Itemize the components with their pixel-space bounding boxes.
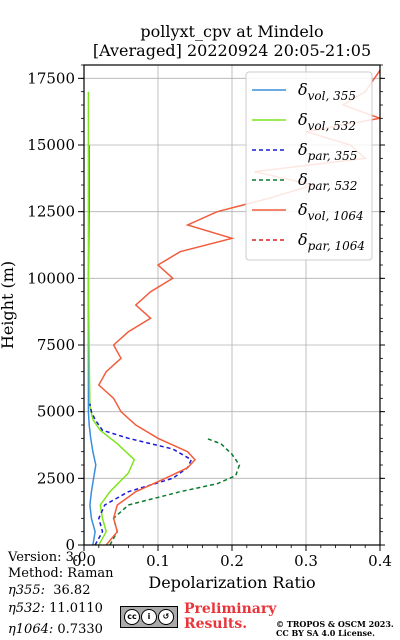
- series-line-vol_532: [87, 91, 136, 545]
- eta532-value: 11.0110: [49, 601, 103, 616]
- legend-label-par_1064: δpar, 1064: [298, 230, 365, 253]
- eta355-label: η355:: [8, 583, 45, 598]
- legend-label-vol_355: δvol, 355: [298, 80, 356, 103]
- y-tick-label: 5000: [37, 403, 75, 421]
- eta355-row: η355: 36.82: [8, 583, 90, 599]
- preliminary-notice: Preliminary Results.: [184, 602, 276, 632]
- legend-label-vol_1064: δvol, 1064: [298, 200, 364, 223]
- legend-label-par_532: δpar, 532: [298, 170, 357, 193]
- copyright-notice: © TROPOS & OSCM 2023. CC BY SA 4.0 Licen…: [276, 620, 394, 638]
- copyright-line2: CC BY SA 4.0 License.: [276, 628, 375, 638]
- chart-title: pollyxt_cpv at Mindelo: [140, 22, 324, 41]
- legend-label-par_355: δpar, 355: [298, 140, 357, 163]
- eta1064-label: η1064:: [8, 622, 54, 637]
- series-line-par_355: [89, 403, 193, 545]
- y-tick-label: 15000: [27, 136, 75, 154]
- y-tick-label: 10000: [27, 269, 75, 287]
- legend: δvol, 355 δvol, 532 δpar, 355 δpar, 532 δvol…: [245, 71, 373, 261]
- x-tick-label: 0.1: [146, 552, 170, 570]
- cc-license-badge: cc i ↺: [120, 606, 178, 628]
- eta355-value: 36.82: [53, 583, 91, 598]
- eta532-label: η532:: [8, 601, 45, 616]
- x-tick-label: 0.4: [368, 552, 392, 570]
- copyright-line1: © TROPOS & OSCM 2023.: [276, 619, 394, 629]
- method-text: Method: Raman: [8, 566, 114, 581]
- version-text: Version: 3.0: [8, 550, 87, 565]
- eta1064-row: η1064: 0.7330: [8, 622, 103, 638]
- x-tick-label: 0.3: [294, 552, 318, 570]
- y-tick-label: 7500: [37, 336, 75, 354]
- y-tick-label: 17500: [27, 69, 75, 87]
- preliminary-line2: Results.: [184, 616, 248, 632]
- chart-subtitle: [Averaged] 20220924 20:05-21:05: [92, 41, 372, 60]
- x-tick-label: 0.0: [72, 552, 96, 570]
- axis-ticks: 0.0 0.1 0.2 0.3 0.4 0 2500 5000 7500 10000 12500 15…: [27, 64, 392, 570]
- preliminary-line1: Preliminary: [184, 601, 277, 617]
- eta532-row: η532: 11.0110: [8, 601, 103, 617]
- sa-icon: ↺: [158, 609, 174, 625]
- x-tick-label: 0.2: [220, 552, 244, 570]
- cc-icon: cc: [124, 609, 140, 625]
- x-axis-label: Depolarization Ratio: [148, 573, 315, 592]
- y-tick-label: 2500: [37, 469, 75, 487]
- y-tick-label: 0: [65, 536, 75, 554]
- y-axis-label: Height (m): [0, 261, 17, 349]
- y-tick-label: 12500: [27, 203, 75, 221]
- by-icon: i: [141, 609, 157, 625]
- legend-box: [245, 71, 373, 261]
- eta1064-value: 0.7330: [57, 622, 103, 637]
- legend-label-vol_532: δvol, 532: [298, 110, 356, 133]
